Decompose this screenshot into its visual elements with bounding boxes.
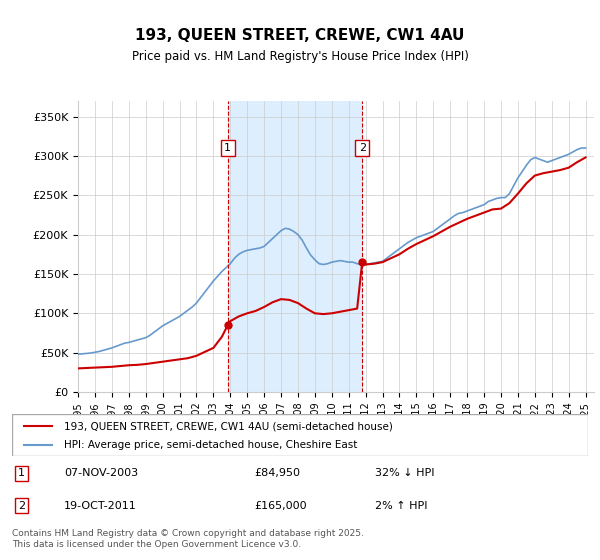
Text: 2: 2 [18, 501, 25, 511]
Text: 1: 1 [18, 468, 25, 478]
Text: 2: 2 [359, 143, 366, 153]
Text: 32% ↓ HPI: 32% ↓ HPI [375, 468, 434, 478]
Text: 193, QUEEN STREET, CREWE, CW1 4AU (semi-detached house): 193, QUEEN STREET, CREWE, CW1 4AU (semi-… [64, 421, 393, 431]
Text: HPI: Average price, semi-detached house, Cheshire East: HPI: Average price, semi-detached house,… [64, 440, 357, 450]
Text: Price paid vs. HM Land Registry's House Price Index (HPI): Price paid vs. HM Land Registry's House … [131, 50, 469, 63]
FancyBboxPatch shape [12, 414, 588, 456]
Text: Contains HM Land Registry data © Crown copyright and database right 2025.
This d: Contains HM Land Registry data © Crown c… [12, 529, 364, 549]
Bar [228, 101, 362, 392]
Text: £84,950: £84,950 [254, 468, 300, 478]
Text: 2% ↑ HPI: 2% ↑ HPI [375, 501, 427, 511]
Text: 193, QUEEN STREET, CREWE, CW1 4AU: 193, QUEEN STREET, CREWE, CW1 4AU [136, 28, 464, 43]
Text: £165,000: £165,000 [254, 501, 307, 511]
Text: 1: 1 [224, 143, 231, 153]
Text: 19-OCT-2011: 19-OCT-2011 [64, 501, 137, 511]
Text: 07-NOV-2003: 07-NOV-2003 [64, 468, 138, 478]
